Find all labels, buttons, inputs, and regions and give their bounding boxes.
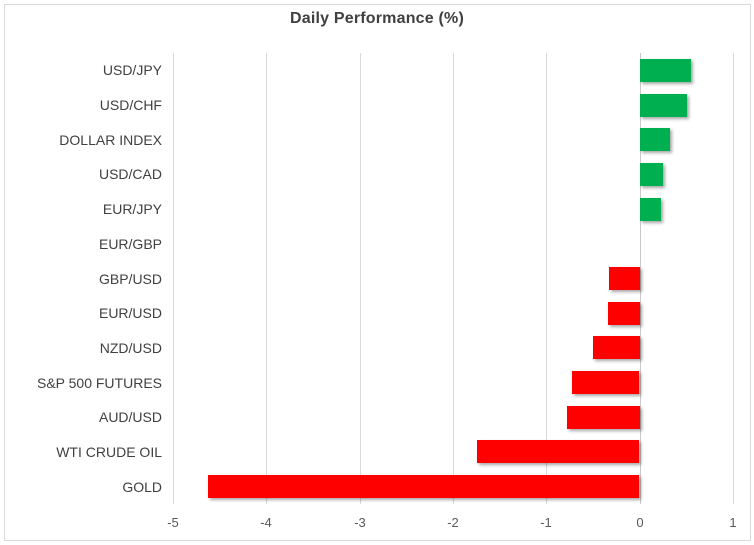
category-label: GOLD xyxy=(122,479,162,495)
gridline xyxy=(266,53,267,504)
x-axis-tick-label: -5 xyxy=(167,515,179,530)
gridline xyxy=(173,53,174,504)
category-label: AUD/USD xyxy=(98,409,162,425)
category-label: GBP/USD xyxy=(98,271,162,287)
performance-bar xyxy=(609,267,640,290)
x-axis-tick-label: 0 xyxy=(636,515,644,530)
zero-axis-line xyxy=(640,53,641,504)
gridline xyxy=(360,53,361,504)
performance-bar xyxy=(572,371,639,394)
performance-bar xyxy=(593,336,640,359)
performance-bar xyxy=(477,440,639,463)
x-axis-tick-label: 1 xyxy=(729,515,737,530)
category-label: EUR/JPY xyxy=(102,201,162,217)
gridline xyxy=(733,53,734,504)
x-axis-tick-label: -4 xyxy=(260,515,272,530)
category-label: USD/JPY xyxy=(102,62,162,78)
category-label: NZD/USD xyxy=(99,340,162,356)
category-label: USD/CHF xyxy=(99,97,162,113)
performance-bar xyxy=(640,94,687,117)
x-axis-tick-label: -1 xyxy=(540,515,552,530)
x-axis-tick-label: -3 xyxy=(354,515,366,530)
category-label: WTI CRUDE OIL xyxy=(56,444,162,460)
gridline xyxy=(546,53,547,504)
category-label: S&P 500 FUTURES xyxy=(36,375,162,391)
performance-bar xyxy=(640,128,670,151)
performance-bar xyxy=(640,198,661,221)
performance-bar xyxy=(608,302,640,325)
performance-bar xyxy=(640,59,691,82)
performance-bar xyxy=(208,475,639,498)
category-label: EUR/GBP xyxy=(98,236,162,252)
gridline xyxy=(453,53,454,504)
category-label: DOLLAR INDEX xyxy=(59,132,162,148)
performance-bar xyxy=(567,406,640,429)
category-label: USD/CAD xyxy=(98,166,162,182)
category-label: EUR/USD xyxy=(98,305,162,321)
x-axis-tick-label: -2 xyxy=(447,515,459,530)
chart-title: Daily Performance (%) xyxy=(289,10,465,27)
performance-bar xyxy=(640,163,663,186)
